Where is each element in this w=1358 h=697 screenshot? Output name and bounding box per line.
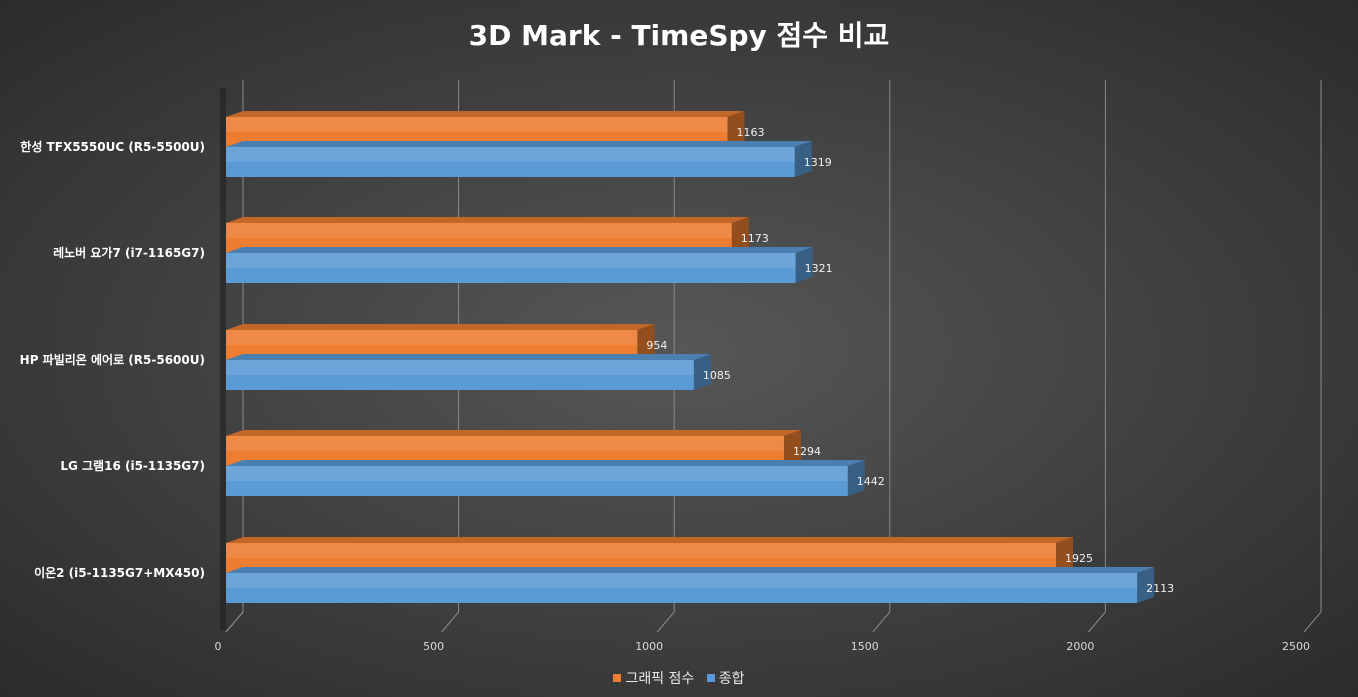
x-tick-label-500: 500 bbox=[423, 640, 444, 653]
bar-top-face bbox=[226, 324, 655, 330]
bar-highlight bbox=[226, 223, 732, 238]
legend-label-graphics: 그래픽 점수 bbox=[625, 671, 695, 687]
bar-top-face bbox=[226, 567, 1155, 573]
bar-front-face bbox=[226, 360, 694, 390]
data-label-graphics-4: 1925 bbox=[1065, 552, 1093, 565]
bar-top-face bbox=[226, 460, 865, 466]
bar-overall-3 bbox=[226, 460, 865, 496]
data-label-overall-2: 1085 bbox=[703, 369, 731, 382]
x-tick-label-0: 0 bbox=[215, 640, 222, 653]
bar-side-face bbox=[731, 217, 749, 253]
bar-top-face bbox=[226, 141, 812, 147]
category-label-3: LG 그램16 (i5-1135G7) bbox=[60, 458, 205, 473]
legend-label-overall: 종합 bbox=[718, 671, 745, 687]
bar-overall-2 bbox=[226, 354, 711, 390]
data-label-graphics-3: 1294 bbox=[793, 445, 821, 458]
bar-side-face bbox=[847, 460, 865, 496]
legend-swatch-overall bbox=[706, 674, 715, 682]
category-label-0: 한성 TFX5550UC (R5-5500U) bbox=[20, 139, 205, 154]
bar-overall-4 bbox=[226, 567, 1155, 603]
bar-graphics-2 bbox=[226, 324, 655, 360]
bar-side-face bbox=[794, 141, 812, 177]
bar-side-face bbox=[727, 111, 745, 147]
bar-highlight bbox=[226, 543, 1057, 558]
bar-highlight bbox=[226, 360, 694, 375]
bar-side-face bbox=[693, 354, 711, 390]
legend-swatch-graphics bbox=[613, 674, 622, 682]
bar-highlight bbox=[226, 466, 848, 481]
bar-top-face bbox=[226, 354, 711, 360]
bar-overall-0 bbox=[226, 141, 812, 177]
bar-side-face bbox=[637, 324, 655, 360]
bar-side-face bbox=[783, 430, 801, 466]
bar-highlight bbox=[226, 253, 796, 268]
gridline-floor-2500 bbox=[1303, 611, 1322, 633]
bar-top-face bbox=[226, 537, 1074, 543]
gridline-floor-1500 bbox=[872, 611, 891, 633]
bar-overall-1 bbox=[226, 247, 813, 283]
category-label-2: HP 파빌리온 에어로 (R5-5600U) bbox=[20, 352, 205, 367]
data-label-graphics-2: 954 bbox=[646, 339, 667, 352]
bar-front-face bbox=[226, 573, 1138, 603]
bar-top-face bbox=[226, 430, 801, 436]
data-label-overall-1: 1321 bbox=[805, 262, 833, 275]
x-tick-label-2500: 2500 bbox=[1282, 640, 1310, 653]
bar-highlight bbox=[226, 147, 795, 162]
legend-item-graphics: 그래픽 점수 bbox=[613, 668, 694, 688]
data-label-graphics-1: 1173 bbox=[741, 232, 769, 245]
data-label-overall-3: 1442 bbox=[857, 475, 885, 488]
bar-highlight bbox=[226, 117, 728, 132]
bar-highlight bbox=[226, 330, 638, 345]
bar-front-face bbox=[226, 466, 848, 496]
gridline-floor-2000 bbox=[1088, 611, 1106, 633]
bar-highlight bbox=[226, 573, 1138, 588]
bar-front-face bbox=[226, 253, 796, 283]
chart-title: 3D Mark - TimeSpy 점수 비교 bbox=[468, 19, 890, 52]
bar-highlight bbox=[226, 436, 784, 451]
bar-top-face bbox=[226, 111, 745, 117]
bar-side-face bbox=[795, 247, 813, 283]
category-label-1: 레노버 요가7 (i7-1165G7) bbox=[53, 245, 205, 260]
gridline-floor-500 bbox=[441, 611, 459, 633]
bar-side-face bbox=[1137, 567, 1155, 603]
chart-legend: 그래픽 점수 종합 bbox=[0, 668, 1358, 688]
data-label-overall-4: 2113 bbox=[1146, 582, 1174, 595]
bar-top-face bbox=[226, 217, 749, 223]
x-tick-label-1000: 1000 bbox=[635, 640, 663, 653]
bar-top-face bbox=[226, 247, 813, 253]
category-axis-wall bbox=[220, 88, 226, 630]
data-label-overall-0: 1319 bbox=[804, 156, 832, 169]
gridline-floor-1000 bbox=[656, 611, 675, 633]
bar-side-face bbox=[1056, 537, 1074, 573]
gridline-floor-0 bbox=[225, 611, 244, 633]
legend-item-overall: 종합 bbox=[706, 668, 745, 688]
data-label-graphics-0: 1163 bbox=[736, 126, 764, 139]
x-tick-label-1500: 1500 bbox=[851, 640, 879, 653]
bar-front-face bbox=[226, 147, 795, 177]
x-tick-label-2000: 2000 bbox=[1066, 640, 1094, 653]
category-label-4: 이온2 (i5-1135G7+MX450) bbox=[34, 565, 205, 580]
